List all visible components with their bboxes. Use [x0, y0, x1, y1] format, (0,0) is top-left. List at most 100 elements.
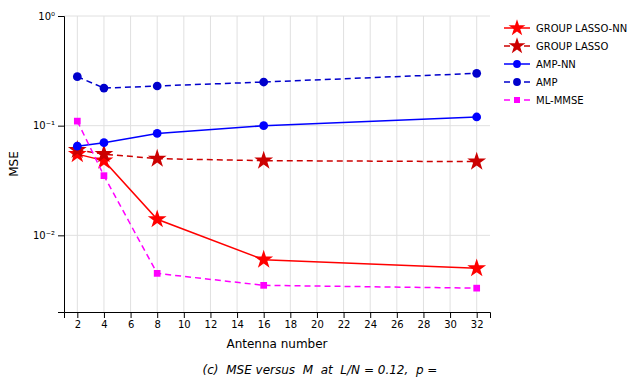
y-tick: 10⁻¹: [33, 120, 64, 131]
series: [73, 113, 481, 151]
legend-marker: [513, 78, 521, 86]
series: [68, 144, 486, 276]
x-grid-line: [183, 16, 184, 312]
y-tick-mark: [58, 16, 64, 17]
x-tick: 20: [311, 312, 324, 330]
x-grid-line: [316, 16, 317, 312]
x-tick-label: 24: [364, 319, 377, 330]
series-marker: [153, 129, 162, 138]
x-tick-mark: [370, 312, 371, 318]
x-tick-mark: [477, 312, 478, 318]
series-marker: [254, 151, 273, 169]
series-marker: [101, 172, 108, 179]
x-tick: 28: [418, 312, 431, 330]
x-grid-line: [396, 16, 397, 312]
series-marker: [473, 285, 480, 292]
legend-item: AMP: [504, 77, 558, 88]
series-line: [77, 121, 476, 288]
x-tick-label: 12: [205, 319, 218, 330]
x-grid-line: [290, 16, 291, 312]
legend-label: GROUP LASSO-NN: [536, 23, 627, 34]
x-tick-mark: [264, 312, 265, 318]
series-marker: [73, 72, 82, 81]
x-tick: 16: [258, 312, 271, 330]
x-tick: 22: [338, 312, 351, 330]
x-grid-line: [423, 16, 424, 312]
grid: [64, 16, 490, 312]
y-axis-line: [58, 17, 65, 313]
chart: 246810121416182022242628303210⁻²10⁻¹10⁰A…: [0, 0, 640, 384]
y-tick-label: 10⁰: [38, 11, 55, 22]
series-marker: [259, 78, 268, 87]
legend-marker: [513, 60, 521, 68]
series-marker: [100, 138, 109, 147]
x-tick-mark: [104, 312, 105, 318]
x-tick-mark: [237, 312, 238, 318]
y-tick: 10⁻²: [33, 230, 64, 241]
legend-item: GROUP LASSO: [504, 37, 608, 53]
y-grid-line: [64, 235, 490, 236]
plot-area: [68, 69, 486, 292]
legend-label: AMP-NN: [536, 59, 576, 70]
x-tick-label: 32: [471, 319, 484, 330]
x-tick-label: 30: [444, 319, 457, 330]
x-tick-label: 6: [128, 319, 134, 330]
series-marker: [68, 140, 87, 158]
x-tick: 6: [128, 312, 134, 330]
series-marker: [154, 270, 161, 277]
legend-item: GROUP LASSO-NN: [504, 19, 627, 35]
x-tick-mark: [157, 312, 158, 318]
y-tick-label: 10⁻²: [33, 230, 55, 241]
x-tick-mark: [184, 312, 185, 318]
x-tick: 10: [178, 312, 191, 330]
x-grid-line: [157, 16, 158, 312]
series-marker: [148, 149, 167, 167]
x-tick-label: 22: [338, 319, 351, 330]
x-tick: 24: [364, 312, 377, 330]
x-tick-label: 2: [75, 319, 81, 330]
series: [68, 140, 486, 170]
x-grid-line: [210, 16, 211, 312]
chart-title: (c) MSE versus M at L/N = 0.12, p =: [203, 363, 438, 377]
x-tick-label: 20: [311, 319, 324, 330]
x-tick: 26: [391, 312, 404, 330]
x-tick: 32: [471, 312, 484, 330]
x-axis: 2468101214161820222426283032: [65, 312, 491, 330]
x-grid-line: [343, 16, 344, 312]
legend-marker: [514, 97, 520, 103]
x-tick: 2: [75, 312, 81, 330]
x-tick-label: 26: [391, 319, 404, 330]
x-tick-mark: [77, 312, 78, 318]
x-tick-label: 28: [418, 319, 431, 330]
series-marker: [259, 121, 268, 130]
legend-label: ML-MMSE: [536, 95, 584, 106]
x-tick-label: 18: [284, 319, 297, 330]
series-marker: [260, 282, 267, 289]
series-line: [77, 73, 476, 88]
series: [73, 69, 481, 93]
x-tick: 4: [101, 312, 107, 330]
x-tick: 30: [444, 312, 457, 330]
y-axis: 10⁻² 10⁻¹ 10⁰: [33, 11, 65, 313]
x-tick-mark: [131, 312, 132, 318]
series-marker: [467, 152, 486, 170]
series-marker: [472, 113, 481, 122]
y-tick-label: 10⁻¹: [33, 120, 55, 131]
x-tick: 14: [231, 312, 244, 330]
x-grid-line: [237, 16, 238, 312]
series-marker: [467, 258, 486, 276]
x-tick: 8: [155, 312, 161, 330]
x-tick-mark: [290, 312, 291, 318]
x-grid-line: [370, 16, 371, 312]
x-tick-mark: [450, 312, 451, 318]
x-axis-title: Antenna number: [226, 337, 327, 351]
x-tick-label: 8: [155, 319, 161, 330]
series-line: [77, 150, 476, 162]
legend-marker: [509, 37, 526, 53]
legend-marker: [509, 19, 526, 35]
legend-item: AMP-NN: [504, 59, 576, 70]
legend-label: AMP: [536, 77, 558, 88]
x-tick: 12: [205, 312, 218, 330]
x-tick-mark: [423, 312, 424, 318]
series-marker: [153, 82, 162, 91]
